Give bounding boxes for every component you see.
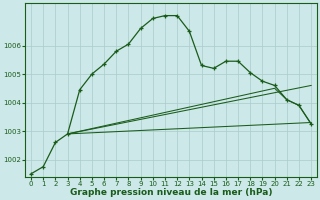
X-axis label: Graphe pression niveau de la mer (hPa): Graphe pression niveau de la mer (hPa) [70, 188, 272, 197]
